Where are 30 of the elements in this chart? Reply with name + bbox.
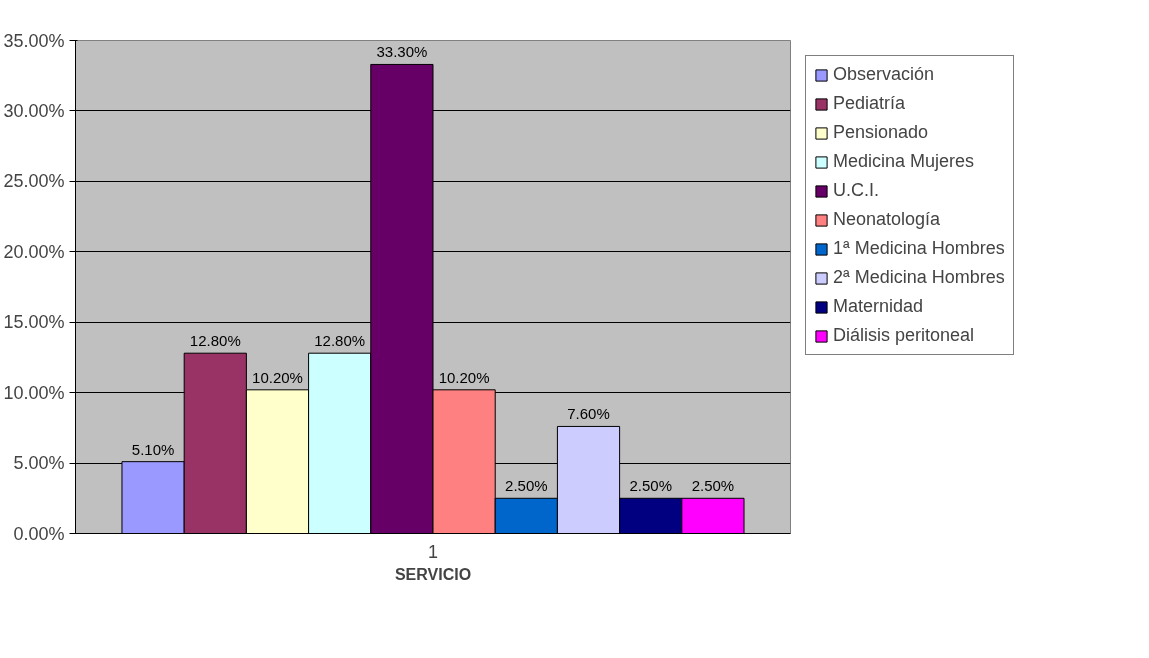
legend-label: Pediatría xyxy=(833,93,906,114)
legend-label: Pensionado xyxy=(833,122,929,143)
y-tick-label: 10.00% xyxy=(3,382,65,403)
legend-label: 1ª Medicina Hombres xyxy=(833,238,1005,259)
data-label: 10.20% xyxy=(252,368,303,386)
data-label: 12.80% xyxy=(189,332,241,350)
y-tick-label: 5.00% xyxy=(13,453,65,474)
legend-label: Maternidad xyxy=(833,296,924,317)
x-tick-label: 1 xyxy=(427,541,439,562)
legend-label: U.C.I. xyxy=(833,180,880,201)
legend-label: Neonatología xyxy=(833,209,941,230)
legend-label: Diálisis peritoneal xyxy=(833,325,975,346)
data-label: 12.80% xyxy=(314,332,366,350)
data-label: 5.10% xyxy=(131,440,175,458)
x-axis-title: SERVICIO xyxy=(394,565,472,583)
data-label: 10.20% xyxy=(438,368,490,386)
data-label: 2.50% xyxy=(629,477,672,495)
y-tick-label: 30.00% xyxy=(3,100,65,121)
legend-label: 2ª Medicina Hombres xyxy=(833,267,1005,288)
legend-label: Medicina Mujeres xyxy=(833,151,975,172)
y-tick-label: 35.00% xyxy=(3,30,65,51)
data-label: 2.50% xyxy=(691,477,735,495)
y-tick-label: 20.00% xyxy=(3,241,65,262)
legend-label: Observación xyxy=(833,64,935,85)
data-label: 2.50% xyxy=(505,477,548,495)
data-label: 7.60% xyxy=(567,405,610,423)
data-label: 33.30% xyxy=(376,43,428,61)
y-tick-label: 0.00% xyxy=(13,523,65,544)
y-tick-label: 15.00% xyxy=(3,312,65,333)
y-tick-label: 25.00% xyxy=(3,171,65,192)
